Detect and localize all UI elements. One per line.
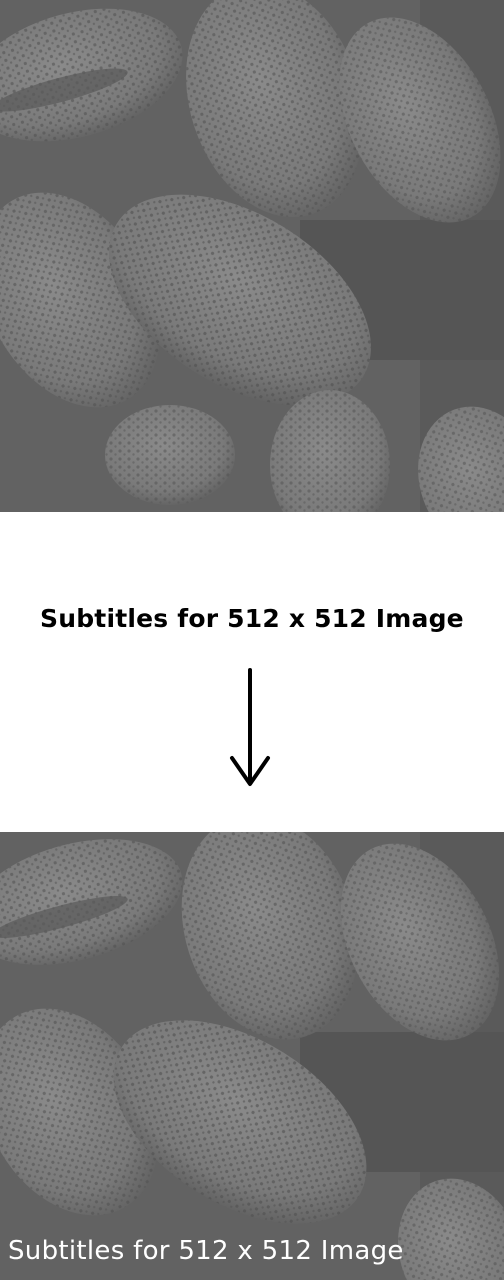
- down-arrow-icon: [230, 668, 270, 786]
- subtitle-overlay: Subtitles for 512 x 512 Image: [8, 1236, 404, 1266]
- pollen-image-bottom: [0, 832, 504, 1280]
- pollen-image-top: [0, 0, 504, 512]
- original-image: [0, 0, 504, 512]
- heading-text: Subtitles for 512 x 512 Image: [40, 604, 464, 633]
- subtitled-image: Subtitles for 512 x 512 Image: [0, 832, 504, 1280]
- caption-area: Subtitles for 512 x 512 Image: [0, 512, 504, 832]
